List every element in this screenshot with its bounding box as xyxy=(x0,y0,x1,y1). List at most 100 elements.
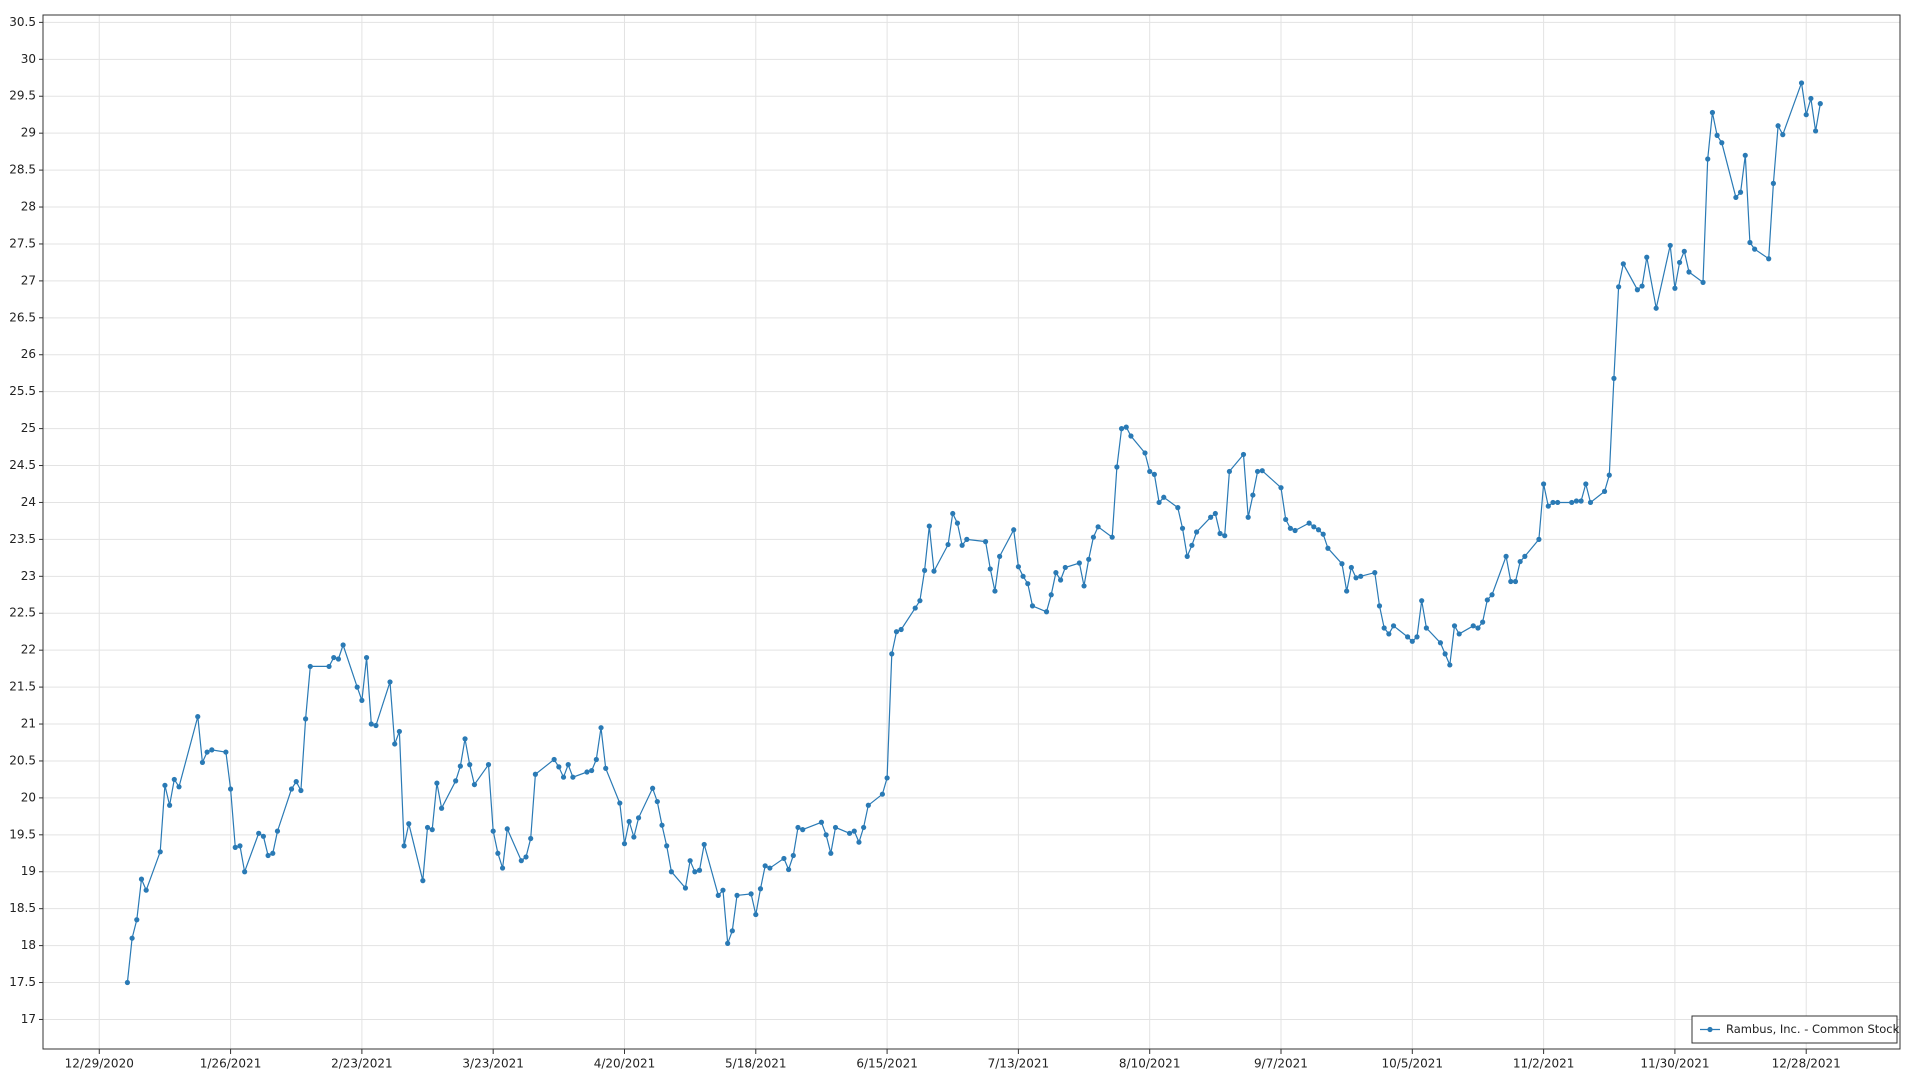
data-point xyxy=(997,553,1003,559)
data-point xyxy=(889,651,895,657)
data-point xyxy=(1700,279,1706,285)
data-point xyxy=(368,721,374,727)
y-tick-label: 23.5 xyxy=(9,532,36,546)
data-point xyxy=(204,749,210,755)
data-point xyxy=(1517,558,1523,565)
data-point xyxy=(861,824,867,831)
data-point xyxy=(682,885,689,891)
data-point xyxy=(260,833,267,839)
data-point xyxy=(950,510,956,517)
data-point xyxy=(518,858,524,864)
y-tick-label: 18 xyxy=(21,938,36,952)
data-point xyxy=(1719,140,1725,146)
data-point xyxy=(1292,527,1298,534)
data-point xyxy=(954,520,961,526)
data-point xyxy=(256,830,262,836)
data-point xyxy=(1414,634,1420,640)
data-point xyxy=(781,855,787,862)
data-point xyxy=(626,818,632,825)
x-tick-label: 1/26/2021 xyxy=(200,1057,262,1071)
data-point xyxy=(1015,564,1021,570)
data-point xyxy=(832,824,839,831)
data-point xyxy=(1775,123,1781,129)
data-point xyxy=(926,523,932,529)
data-point xyxy=(373,722,379,729)
data-point xyxy=(1578,498,1584,504)
data-point xyxy=(307,663,313,670)
y-tick-label: 21.5 xyxy=(9,680,36,694)
data-point xyxy=(1320,531,1326,537)
data-point xyxy=(598,725,604,731)
data-point xyxy=(687,858,693,864)
data-point xyxy=(1081,583,1087,589)
data-point xyxy=(1147,468,1153,475)
y-tick-label: 23 xyxy=(21,569,36,583)
data-point xyxy=(1737,189,1744,195)
data-point xyxy=(659,822,665,828)
data-point xyxy=(485,762,492,768)
data-point xyxy=(288,786,295,792)
data-point xyxy=(195,714,201,720)
data-point xyxy=(1208,514,1214,520)
y-tick-label: 27.5 xyxy=(9,236,36,250)
data-point xyxy=(1179,525,1186,531)
data-point xyxy=(1503,553,1509,559)
data-point xyxy=(945,541,951,548)
data-point xyxy=(1555,499,1561,506)
data-point xyxy=(1512,578,1519,585)
data-point xyxy=(424,824,431,831)
data-point xyxy=(823,832,829,838)
y-tick-label: 19 xyxy=(21,864,36,878)
data-point xyxy=(1405,634,1411,640)
data-point xyxy=(1681,248,1687,254)
data-point xyxy=(1376,603,1383,609)
data-point xyxy=(1437,640,1444,646)
data-point xyxy=(1620,261,1626,267)
data-point xyxy=(1508,578,1514,585)
data-point xyxy=(1353,575,1359,581)
y-tick-label: 30 xyxy=(21,52,36,66)
data-point xyxy=(603,765,609,771)
data-point xyxy=(1254,468,1261,475)
data-point xyxy=(167,802,173,808)
data-point xyxy=(223,749,229,755)
data-point xyxy=(1029,603,1036,609)
data-point xyxy=(1817,101,1823,107)
data-point xyxy=(1601,488,1608,494)
data-point xyxy=(1189,542,1195,548)
data-point xyxy=(270,850,276,856)
data-point xyxy=(138,876,145,882)
data-point xyxy=(851,828,857,834)
data-point xyxy=(1442,651,1448,657)
data-point xyxy=(987,566,993,572)
data-point xyxy=(495,850,501,856)
x-tick-label: 11/30/2021 xyxy=(1640,1057,1709,1071)
data-point xyxy=(528,835,534,842)
data-point xyxy=(129,935,135,941)
data-point xyxy=(124,979,131,986)
data-point xyxy=(1114,464,1120,470)
data-point xyxy=(1222,533,1228,539)
data-point xyxy=(922,567,928,574)
data-point xyxy=(340,642,346,648)
data-point xyxy=(265,852,271,859)
data-point xyxy=(757,886,764,892)
data-point xyxy=(565,762,571,768)
data-point xyxy=(992,588,998,594)
y-tick-label: 21 xyxy=(21,717,36,731)
data-point xyxy=(429,827,435,833)
data-point xyxy=(331,654,337,661)
data-point xyxy=(298,787,304,794)
data-point xyxy=(767,865,773,871)
data-point xyxy=(879,791,886,797)
data-point xyxy=(734,892,740,898)
x-tick-label: 11/2/2021 xyxy=(1513,1057,1575,1071)
data-point xyxy=(1653,305,1659,311)
y-tick-label: 25 xyxy=(21,421,36,435)
y-tick-label: 24.5 xyxy=(9,458,36,472)
data-point xyxy=(1245,514,1251,520)
data-point xyxy=(1306,520,1312,526)
data-point xyxy=(631,834,637,840)
data-point xyxy=(1714,132,1720,138)
